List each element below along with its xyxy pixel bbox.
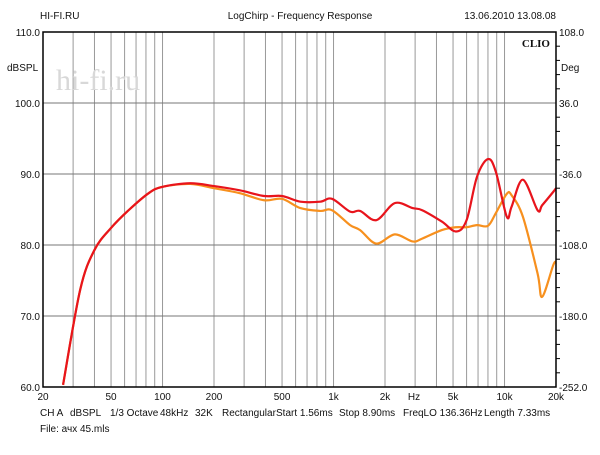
footer-param: FreqLO 136.36Hz: [403, 408, 483, 419]
x-tick-label: 50: [105, 392, 117, 403]
series-line-orange: [61, 182, 558, 386]
chart-title: LogChirp - Frequency Response: [228, 11, 373, 22]
y-tick-label: 90.0: [21, 170, 41, 181]
y-tick-label: 110.0: [16, 28, 41, 39]
y2-tick-label: -252.0: [559, 383, 588, 394]
x-tick-label: 200: [206, 392, 223, 403]
y2-tick-label: -36.0: [559, 170, 582, 181]
footer-param: Length 7.33ms: [484, 408, 550, 419]
plot-frame: [42, 31, 557, 388]
watermark-logo: hi-fi.ru: [56, 64, 140, 97]
footer-param: 48kHz: [160, 408, 188, 419]
y-tick-label: 80.0: [21, 241, 41, 252]
x-tick-label: 1k: [328, 392, 340, 403]
x-tick-label: 20k: [548, 392, 565, 403]
y2-tick-label: 108.0: [559, 28, 584, 39]
footer-param: Start 1.56ms: [276, 408, 333, 419]
y2-tick-label: 36.0: [559, 99, 579, 110]
y2-tick-label: -108.0: [559, 241, 588, 252]
y2-tick-label: -180.0: [559, 312, 588, 323]
file-name: File: ачх 45.mls: [40, 424, 109, 435]
header-left: HI-FI.RU: [40, 11, 79, 22]
header-datetime: 13.06.2010 13.08.08: [464, 11, 556, 22]
footer-param: dBSPL: [70, 408, 102, 419]
x-tick-label: 500: [274, 392, 291, 403]
series-line-red: [61, 157, 557, 386]
x-tick-label: 5k: [448, 392, 460, 403]
x-tick-label: 20: [37, 392, 49, 403]
x-axis-unit: Hz: [408, 392, 420, 403]
footer-param: CH A: [40, 408, 64, 419]
y2-axis-label: Deg: [561, 63, 579, 74]
footer-param: 32K: [195, 408, 213, 419]
x-tick-label: 2k: [380, 392, 392, 403]
footer-param: Rectangular: [222, 408, 277, 419]
footer-param: 1/3 Octave: [110, 408, 159, 419]
brand-label: CLIO: [522, 38, 551, 50]
y-axis-label: dBSPL: [7, 63, 39, 74]
footer-param: Stop 8.90ms: [339, 408, 395, 419]
y-tick-label: 100.0: [15, 99, 40, 110]
x-tick-label: 100: [154, 392, 171, 403]
y-tick-label: 60.0: [21, 383, 41, 394]
y-tick-label: 70.0: [21, 312, 41, 323]
x-tick-label: 10k: [496, 392, 513, 403]
